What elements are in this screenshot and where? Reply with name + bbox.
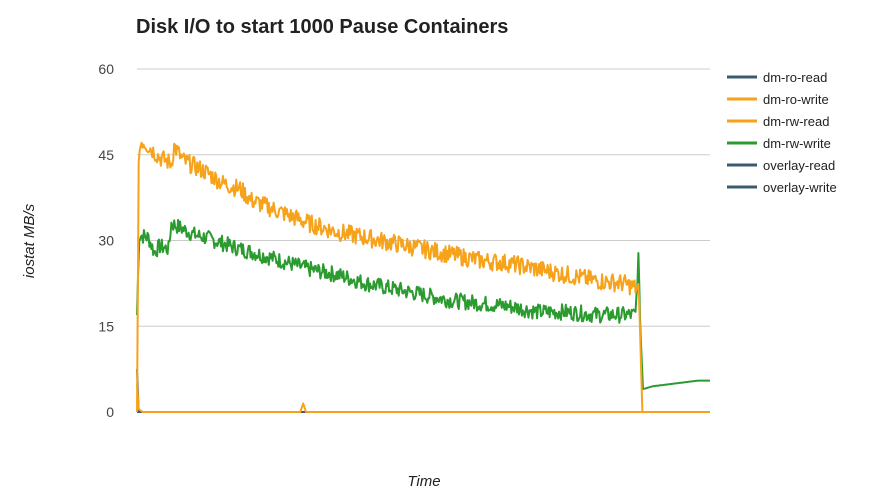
legend-label-dm-ro-write: dm-ro-write — [763, 92, 829, 107]
legend-label-dm-rw-read: dm-rw-read — [763, 114, 829, 129]
y-axis-ticks: 0 15 30 45 60 — [98, 61, 114, 420]
y-tick-label: 30 — [98, 233, 114, 249]
series-line-dm-rw-read — [136, 141, 710, 413]
x-axis-label: Time — [407, 473, 440, 490]
y-tick-label: 15 — [98, 318, 114, 334]
y-axis-label: iostat MB/s — [21, 203, 38, 278]
legend: dm-ro-read dm-ro-write dm-rw-read dm-rw-wri… — [727, 70, 837, 195]
series-line-dm-rw-write — [136, 218, 710, 391]
series-line-dm-ro-read — [136, 369, 710, 413]
legend-label-overlay-read: overlay-read — [763, 158, 835, 173]
legend-label-dm-rw-write: dm-rw-write — [763, 136, 831, 151]
legend-label-overlay-write: overlay-write — [763, 180, 837, 195]
legend-label-dm-ro-read: dm-ro-read — [763, 70, 827, 85]
plot-series — [136, 141, 710, 413]
series-line-dm-ro-write — [136, 383, 710, 413]
y-tick-label: 0 — [106, 404, 114, 420]
y-tick-label: 60 — [98, 61, 114, 77]
y-tick-label: 45 — [98, 147, 114, 163]
chart-title: Disk I/O to start 1000 Pause Containers — [136, 16, 509, 38]
